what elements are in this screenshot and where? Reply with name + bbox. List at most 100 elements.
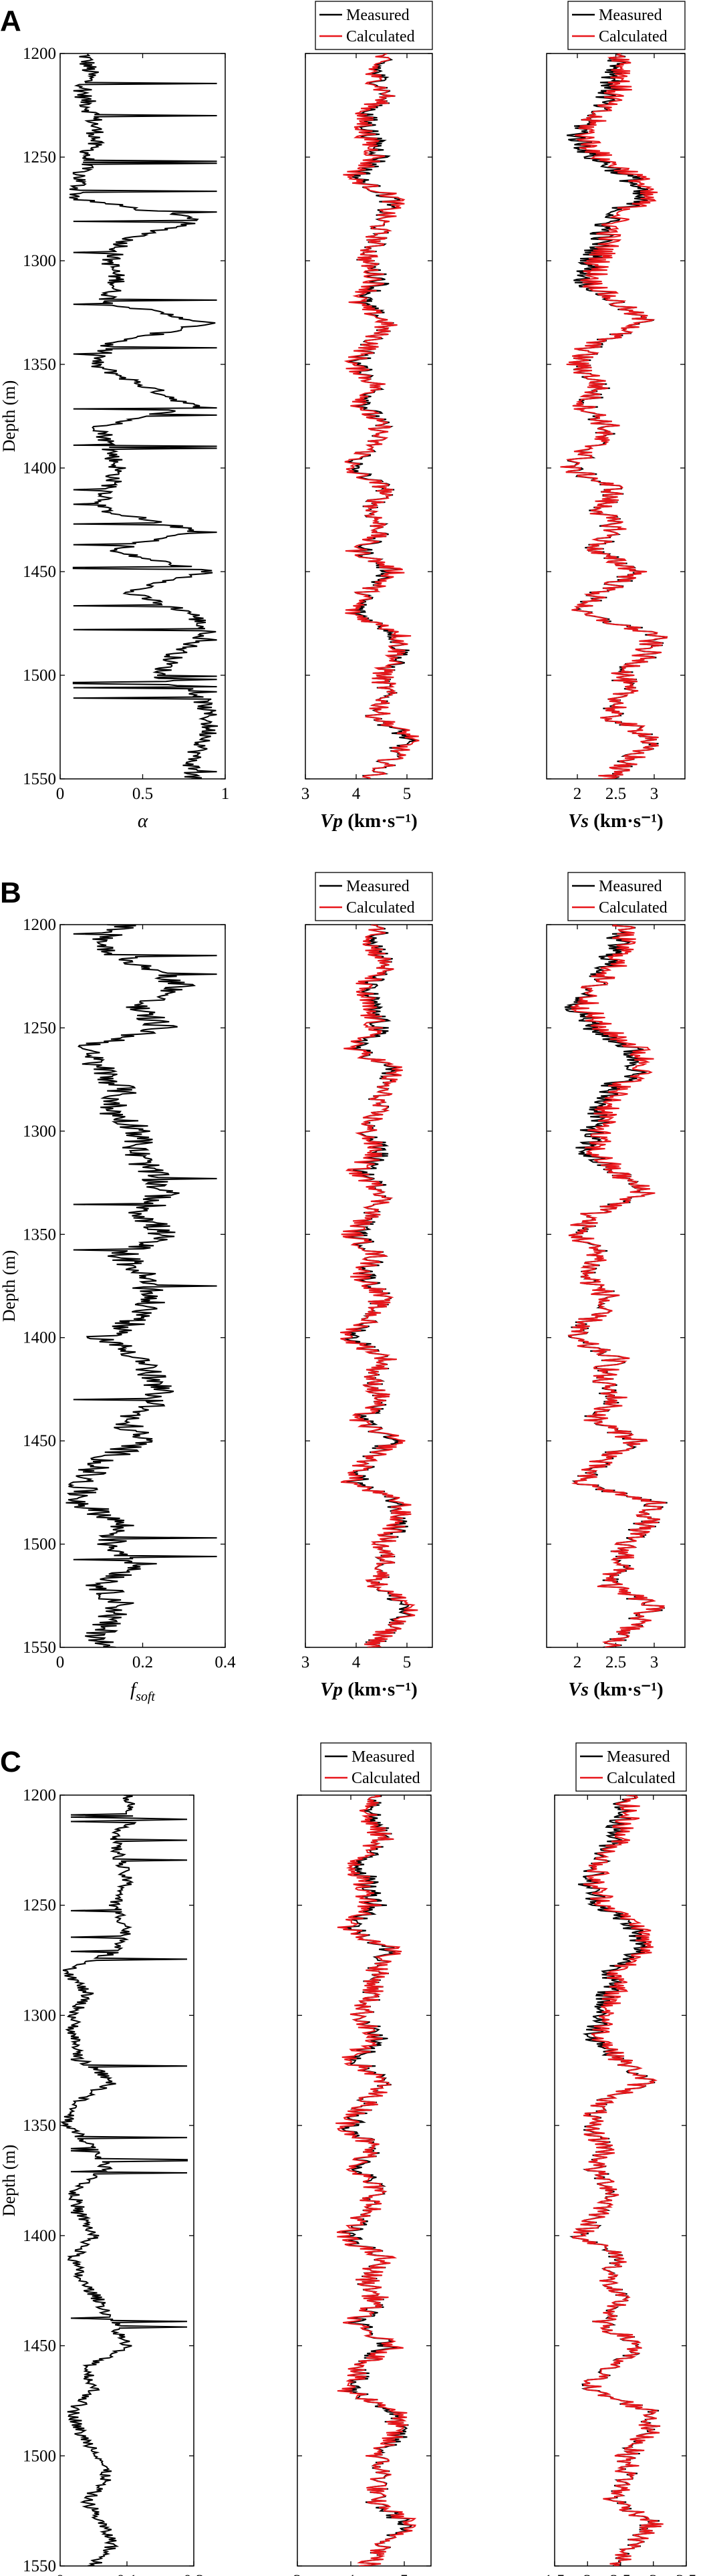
x-axis-label-unit: (km·s⁻¹) xyxy=(589,810,664,832)
y-axis-label: Depth (m) xyxy=(0,1250,19,1322)
series-calculated xyxy=(560,53,668,779)
x-tick-label: 0 xyxy=(56,2572,65,2576)
y-tick-label: 1400 xyxy=(23,459,56,477)
legend-label-measured: Measured xyxy=(346,878,410,895)
axes-frame xyxy=(305,924,433,1648)
x-axis-label: fsoft xyxy=(130,1679,155,1704)
legend-box xyxy=(575,1742,687,1792)
x-axis-label: Vs (km·s⁻¹) xyxy=(568,810,663,832)
y-tick-label: 1450 xyxy=(23,563,56,581)
legend-box xyxy=(567,1,686,50)
x-tick-label: 3 xyxy=(650,1653,659,1671)
x-tick-label: 1 xyxy=(221,785,230,803)
x-tick-label: 2.5 xyxy=(605,1653,626,1671)
x-tick-label: 0.4 xyxy=(215,1653,236,1671)
y-tick-label: 1550 xyxy=(23,770,56,788)
y-tick-label: 1450 xyxy=(23,1432,56,1450)
series-measured xyxy=(347,53,416,779)
legend-box xyxy=(320,1742,432,1792)
y-tick-label: 1300 xyxy=(23,2006,56,2024)
y-tick-label: 1250 xyxy=(23,1019,56,1037)
y-tick-label: 1500 xyxy=(23,2447,56,2465)
x-tick-label: 0.2 xyxy=(183,2572,204,2576)
x-axis-label: Vp (km·s⁻¹) xyxy=(320,810,418,832)
x-tick-label: 0 xyxy=(56,1653,65,1671)
series-measured xyxy=(569,1795,662,2566)
y-tick-label: 1500 xyxy=(23,667,56,685)
x-axis-label: Vp (km·s⁻¹) xyxy=(320,1679,418,1700)
legend: Measured Calculated xyxy=(315,1,433,50)
legend: Measured Calculated xyxy=(315,872,433,921)
y-axis-label: Depth (m) xyxy=(0,2145,19,2217)
legend-label-calculated: Calculated xyxy=(607,1770,676,1787)
x-axis-label-var: Vs xyxy=(568,1679,589,1700)
y-tick-label: 1450 xyxy=(23,2337,56,2355)
y-tick-label: 1200 xyxy=(23,1786,56,1804)
series-line xyxy=(65,925,217,1647)
y-tick-label: 1550 xyxy=(23,1639,56,1657)
legend-label-measured: Measured xyxy=(607,1748,670,1766)
x-tick-label: 0.1 xyxy=(116,2572,137,2576)
x-axis-label-main: α xyxy=(138,810,148,832)
x-axis-label-unit: (km·s⁻¹) xyxy=(343,1679,418,1700)
x-tick-label: 4 xyxy=(352,785,361,803)
x-tick-label: 2 xyxy=(573,785,582,803)
x-axis-label-var: Vp xyxy=(320,810,343,832)
y-tick-label: 1350 xyxy=(23,1225,56,1244)
x-tick-label: 3 xyxy=(301,1653,310,1671)
y-tick-label: 1250 xyxy=(23,1897,56,1915)
series-calculated xyxy=(340,925,418,1647)
series-calculated xyxy=(572,1795,664,2566)
legend-label-measured: Measured xyxy=(599,878,662,895)
legend-label-measured: Measured xyxy=(599,7,662,24)
x-tick-label: 0.2 xyxy=(132,1653,153,1671)
legend-label-calculated: Calculated xyxy=(346,899,415,917)
legend-box xyxy=(315,1,433,50)
panel-B: B Depth (m) 1200 1250 1300 1350 1400 1450 1500 15… xyxy=(0,872,686,1704)
x-axis-label-unit: (km·s⁻¹) xyxy=(589,1679,664,1700)
series-measured xyxy=(340,1795,414,2566)
legend-label-measured: Measured xyxy=(346,7,410,24)
x-axis-label: Vs (km·s⁻¹) xyxy=(568,1679,663,1700)
x-tick-label: 3 xyxy=(301,785,310,803)
x-tick-label: 0 xyxy=(56,785,65,803)
y-tick-label: 1350 xyxy=(23,2117,56,2135)
legend-box xyxy=(315,872,433,921)
x-tick-label: 2 xyxy=(583,2572,592,2576)
legend-label-calculated: Calculated xyxy=(599,899,668,917)
panel-label: A xyxy=(0,5,21,37)
y-tick-label: 1300 xyxy=(23,252,56,270)
legend: Measured Calculated xyxy=(567,872,686,921)
y-axis-label: Depth (m) xyxy=(0,380,19,453)
series-line xyxy=(60,1795,188,2566)
series-line xyxy=(69,53,219,779)
y-tick-label: 1300 xyxy=(23,1123,56,1141)
legend-label-measured: Measured xyxy=(351,1748,415,1766)
series-calculated xyxy=(335,1795,417,2566)
y-tick-label: 1200 xyxy=(23,45,56,63)
x-tick-label: 5 xyxy=(403,785,412,803)
legend: Measured Calculated xyxy=(320,1742,432,1792)
legend-label-calculated: Calculated xyxy=(346,28,415,45)
axes-1: 1200125013001350140014501500155000.10.2α… xyxy=(23,1786,204,2576)
x-axis-label-sub: soft xyxy=(136,1689,155,1704)
y-tick-label: 1250 xyxy=(23,148,56,166)
series-calculated xyxy=(343,53,420,779)
y-tick-label: 1350 xyxy=(23,356,56,374)
x-tick-label: 1.5 xyxy=(544,2572,565,2576)
legend: Measured Calculated xyxy=(567,1,686,50)
x-tick-label: 2 xyxy=(573,1653,582,1671)
y-tick-label: 1550 xyxy=(23,2557,56,2575)
x-axis-label-var: Vs xyxy=(568,810,589,832)
x-tick-label: 5 xyxy=(400,2572,409,2576)
x-tick-label: 3 xyxy=(293,2572,302,2576)
x-tick-label: 0.5 xyxy=(132,785,153,803)
x-tick-label: 3 xyxy=(650,2572,658,2576)
series-calculated xyxy=(568,925,666,1647)
x-tick-label: 3 xyxy=(650,785,659,803)
